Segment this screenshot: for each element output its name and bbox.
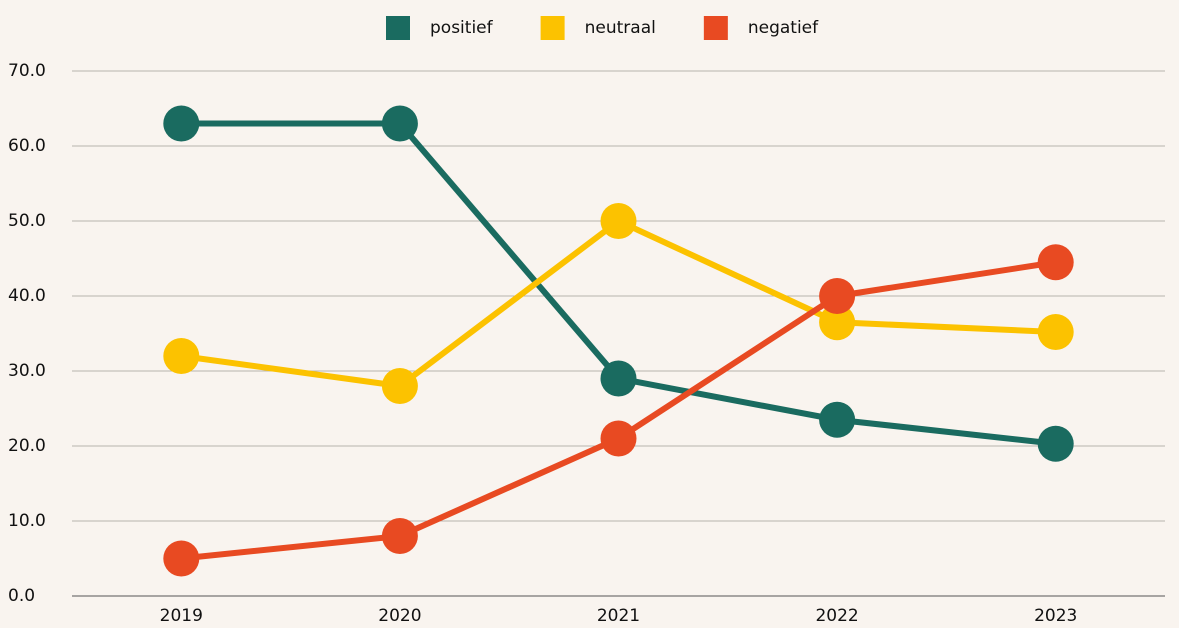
x-tick-label: 2022 bbox=[815, 606, 858, 626]
x-tick-label: 2019 bbox=[160, 606, 203, 626]
y-tick-label: 50.0 bbox=[8, 211, 46, 231]
legend-swatch bbox=[386, 16, 410, 40]
x-tick-label: 2021 bbox=[597, 606, 640, 626]
point bbox=[163, 105, 200, 142]
point bbox=[819, 278, 856, 314]
y-tick-label: 10.0 bbox=[8, 511, 46, 531]
legend-swatch bbox=[703, 16, 728, 40]
point bbox=[600, 360, 637, 397]
legend-label: positief bbox=[430, 18, 494, 38]
legend-label: neutraal bbox=[585, 18, 656, 38]
x-tick-label: 2023 bbox=[1034, 606, 1077, 626]
y-tick-label: 0.0 bbox=[8, 586, 35, 606]
point bbox=[381, 105, 418, 142]
point bbox=[163, 540, 200, 577]
legend-label: negatief bbox=[748, 18, 819, 38]
point bbox=[819, 304, 856, 341]
series-line bbox=[180, 259, 1057, 562]
y-tick-label: 40.0 bbox=[8, 286, 46, 306]
point bbox=[163, 338, 200, 374]
y-tick-label: 20.0 bbox=[8, 436, 46, 456]
legend-swatch bbox=[540, 16, 565, 40]
y-tick-label: 60.0 bbox=[8, 136, 46, 156]
y-tick-label: 70.0 bbox=[8, 61, 46, 81]
y-tick-label: 30.0 bbox=[8, 361, 46, 381]
point bbox=[600, 203, 637, 239]
x-tick-label: 2020 bbox=[378, 606, 421, 626]
point bbox=[1037, 425, 1074, 462]
point bbox=[381, 368, 418, 404]
point bbox=[600, 420, 637, 457]
point bbox=[819, 401, 856, 438]
point bbox=[1037, 314, 1074, 350]
point bbox=[1037, 244, 1074, 281]
point bbox=[381, 518, 418, 554]
